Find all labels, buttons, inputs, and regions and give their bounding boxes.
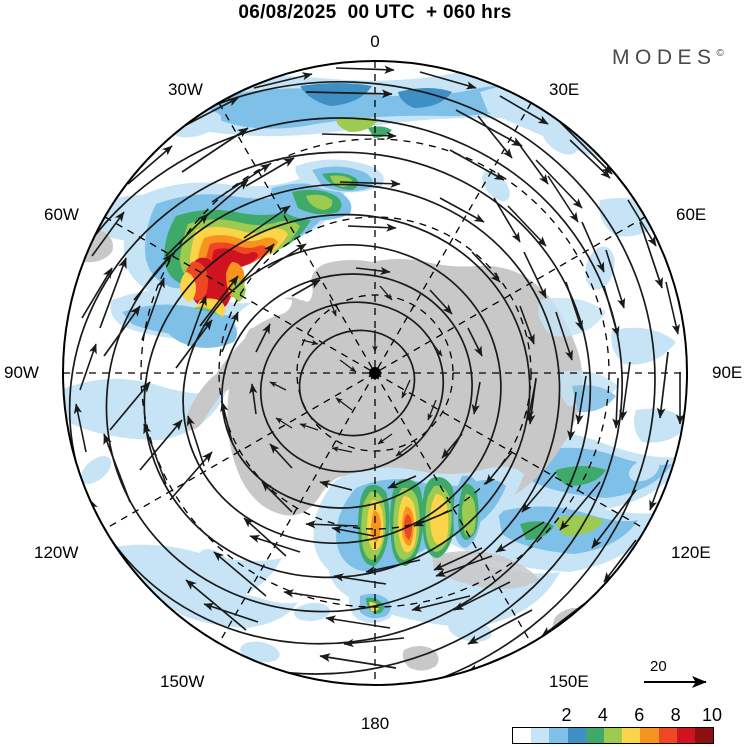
lon-label-60w: 60W	[44, 205, 79, 224]
colorbar-band-4	[585, 728, 604, 743]
colorbar-band-10	[694, 728, 714, 743]
colorbar-band-3	[567, 728, 586, 743]
lon-label-90e: 90E	[712, 363, 743, 382]
colorbar-tick-labels: 2 4 6 8 10	[512, 705, 722, 727]
colorbar: 2 4 6 8 10	[512, 705, 722, 744]
lon-label-150e: 150E	[549, 672, 589, 691]
vector-scale-arrow	[644, 676, 707, 688]
globe-outline	[62, 60, 688, 686]
colorbar-tick-6: 6	[634, 705, 645, 725]
colorbar-band-6	[622, 728, 641, 743]
page-title: 06/08/2025 00 UTC + 060 hrs	[238, 2, 512, 23]
modes-logo-text: MODES	[612, 46, 717, 69]
colorbar-tick-8: 8	[670, 705, 681, 725]
vector-scale-label: 20	[650, 658, 667, 675]
colorbar-tick-10: 10	[701, 705, 722, 725]
lon-label-150w: 150W	[160, 672, 205, 691]
colorbar-band-5	[603, 728, 623, 743]
colorbar-band-8	[658, 728, 677, 743]
colorbar-bands	[512, 727, 714, 744]
lon-label-0: 0	[370, 32, 380, 51]
lon-label-120e: 120E	[671, 543, 711, 562]
lon-label-60e: 60E	[676, 205, 707, 224]
colorbar-tick-2: 2	[561, 705, 572, 725]
colorbar-band-0	[513, 728, 532, 743]
colorbar-band-7	[640, 728, 659, 743]
colorbar-band-2	[549, 728, 568, 743]
lon-label-180: 180	[360, 714, 390, 733]
copyright-icon: ©	[716, 48, 724, 59]
colorbar-tick-4: 4	[597, 705, 608, 725]
modes-logo: MODES©	[612, 46, 724, 70]
colorbar-band-1	[531, 728, 550, 743]
pole-marker	[369, 367, 381, 379]
lon-label-30w: 30W	[168, 80, 203, 99]
colorbar-band-9	[676, 728, 695, 743]
lon-label-120w: 120W	[34, 543, 79, 562]
lon-label-30e: 30E	[549, 80, 580, 99]
max-feature-secondary-north	[295, 159, 384, 193]
lon-label-90w: 90W	[4, 363, 39, 382]
